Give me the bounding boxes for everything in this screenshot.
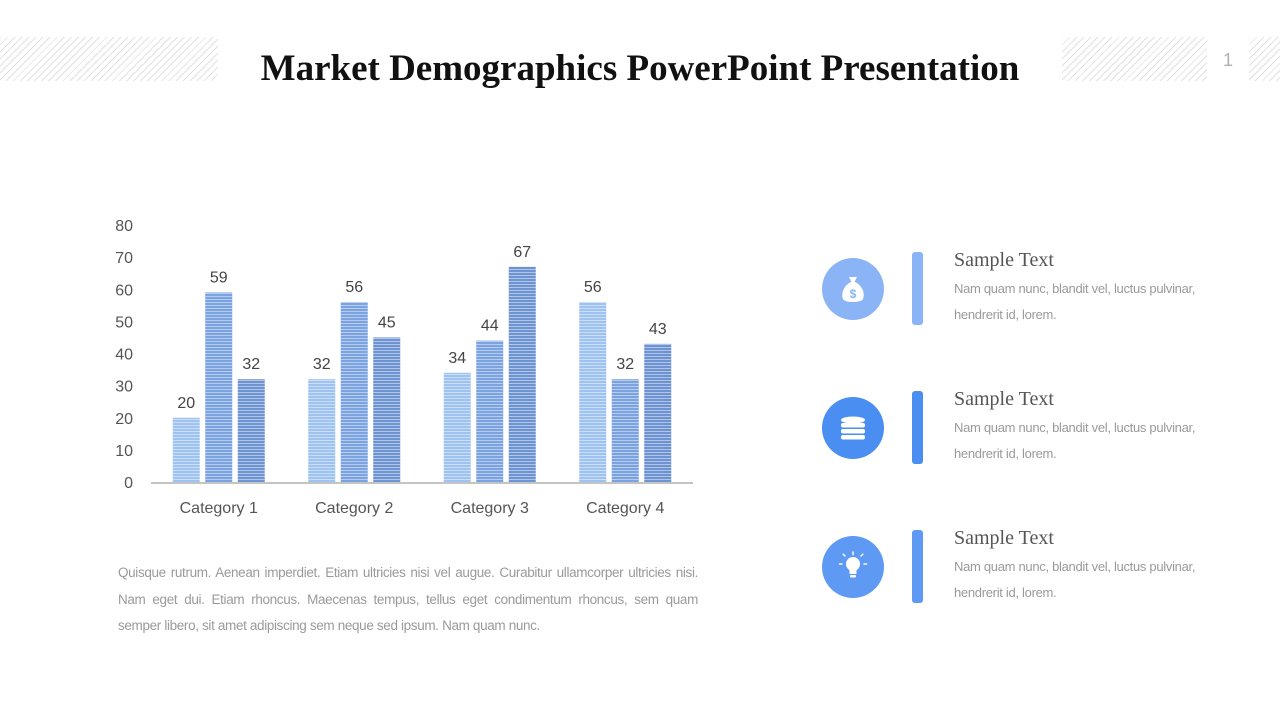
bar — [205, 292, 233, 482]
data-label: 32 — [616, 356, 634, 373]
coin-stack-icon — [841, 416, 865, 440]
bar — [237, 379, 265, 482]
bar — [373, 337, 401, 482]
y-tick-label: 20 — [115, 411, 133, 428]
feature-title: Sample Text — [954, 388, 1054, 410]
feature-icon-circle — [822, 536, 884, 598]
y-tick-label: 70 — [115, 250, 133, 267]
data-label: 34 — [448, 350, 466, 367]
decorative-hatch-far-right — [1249, 37, 1280, 81]
feature-title: Sample Text — [954, 249, 1054, 271]
feature-description: Nam quam nunc, blandit vel, luctus pulvi… — [954, 281, 1196, 322]
bar — [579, 302, 607, 482]
data-label: 59 — [210, 269, 228, 286]
bar — [172, 417, 200, 482]
data-label: 44 — [481, 318, 499, 335]
data-label: 45 — [378, 314, 396, 331]
feature-item-1: $ Sample Text Nam quam nunc, blandit vel… — [820, 249, 1240, 332]
bar — [611, 379, 639, 482]
decorative-hatch-right — [1062, 37, 1207, 81]
page-number: 1 — [1222, 50, 1233, 70]
slide-title: Market Demographics PowerPoint Presentat… — [260, 48, 1020, 89]
data-label: 56 — [345, 279, 363, 296]
feature-item-2: Sample Text Nam quam nunc, blandit vel, … — [820, 388, 1240, 471]
y-tick-label: 10 — [115, 443, 133, 460]
data-label: 67 — [513, 244, 531, 261]
feature-icon-circle — [822, 397, 884, 459]
feature-accent-bar — [912, 391, 923, 464]
description-paragraph: Quisque rutrum. Aenean imperdiet. Etiam … — [118, 565, 698, 633]
data-label: 56 — [584, 279, 602, 296]
decorative-hatch-left — [0, 37, 218, 81]
x-tick-label: Category 2 — [315, 500, 393, 517]
bar — [443, 372, 471, 482]
svg-text:$: $ — [850, 287, 857, 301]
feature-title: Sample Text — [954, 527, 1054, 549]
y-tick-label: 60 — [115, 282, 133, 299]
x-tick-label: Category 4 — [586, 500, 664, 517]
data-label: 20 — [177, 395, 195, 412]
feature-description: Nam quam nunc, blandit vel, luctus pulvi… — [954, 559, 1196, 600]
bar — [308, 379, 336, 482]
feature-accent-bar — [912, 530, 923, 603]
bar — [340, 302, 368, 482]
y-tick-label: 40 — [115, 347, 133, 364]
feature-icon-circle: $ — [822, 258, 884, 320]
data-label: 43 — [649, 321, 667, 338]
y-tick-label: 80 — [115, 218, 133, 235]
data-label: 32 — [313, 356, 331, 373]
feature-accent-bar — [912, 252, 923, 325]
bar — [644, 343, 672, 482]
bar — [508, 266, 536, 482]
lightbulb-icon — [838, 551, 868, 578]
feature-item-3: Sample Text Nam quam nunc, blandit vel, … — [820, 527, 1240, 610]
x-tick-label: Category 3 — [451, 500, 529, 517]
y-tick-label: 30 — [115, 379, 133, 396]
bar — [476, 340, 504, 482]
data-label: 32 — [242, 356, 260, 373]
y-tick-label: 50 — [115, 314, 133, 331]
x-tick-label: Category 1 — [180, 500, 258, 517]
bar-chart: 0 10 20 30 40 50 60 70 80 20 59 32 Category 1 32 56 45 C… — [115, 218, 693, 517]
feature-description: Nam quam nunc, blandit vel, luctus pulvi… — [954, 420, 1196, 461]
money-bag-icon: $ — [842, 277, 864, 302]
y-tick-label: 0 — [124, 475, 133, 492]
